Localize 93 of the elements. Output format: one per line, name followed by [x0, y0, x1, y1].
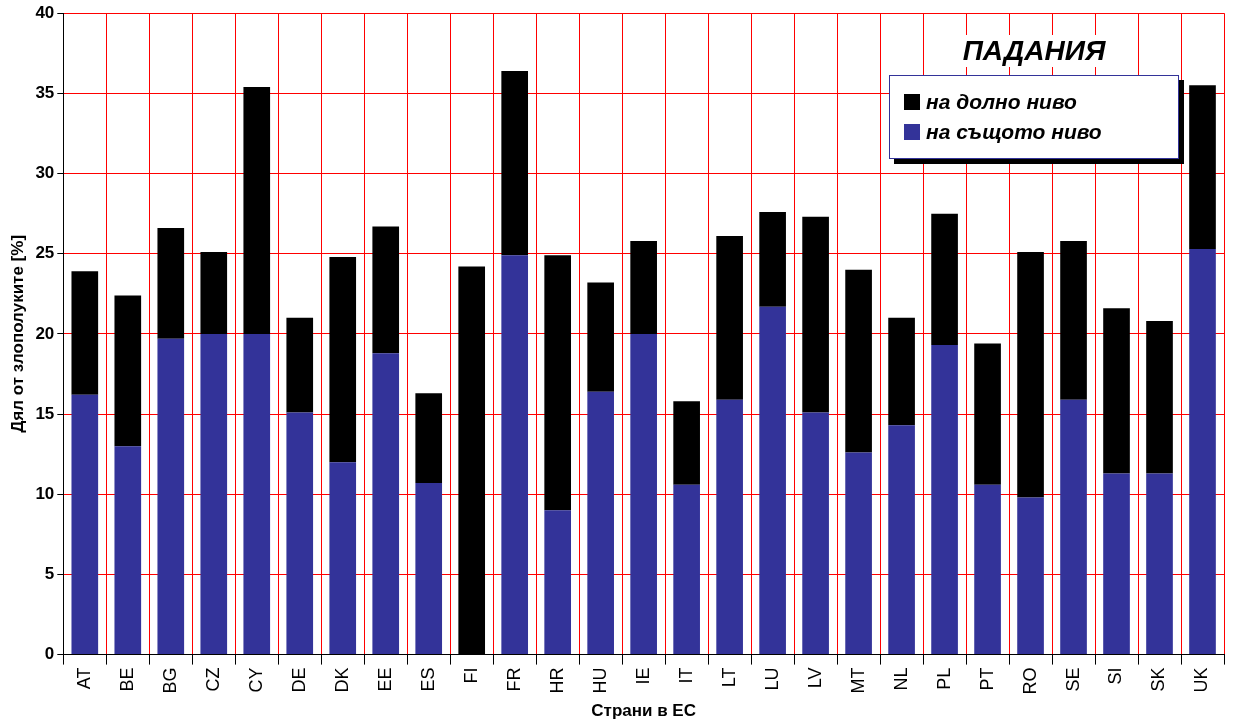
- y-tick-label: 20: [35, 323, 55, 343]
- x-tick-label: CY: [245, 667, 266, 693]
- bar: [329, 462, 357, 655]
- bar: [931, 213, 958, 346]
- bar: [587, 391, 614, 655]
- bar: [243, 333, 271, 655]
- x-tick-label: BG: [159, 667, 180, 694]
- bar: [802, 216, 829, 413]
- bar: [630, 333, 657, 655]
- bar: [1017, 252, 1044, 498]
- x-tick-label: RO: [1019, 667, 1040, 695]
- bar: [974, 484, 1001, 655]
- bar: [716, 399, 743, 655]
- x-tick-label: LU: [761, 667, 782, 691]
- bar: [630, 240, 657, 334]
- bar: [1146, 473, 1173, 655]
- bar: [544, 510, 571, 655]
- x-tick-label: PT: [976, 667, 997, 691]
- bar: [931, 345, 958, 655]
- legend-title: ПАДАНИЯ: [956, 35, 1112, 68]
- bar: [200, 252, 228, 334]
- bar: [1146, 321, 1173, 474]
- bar: [716, 236, 743, 400]
- y-tick-label: 15: [35, 403, 55, 423]
- bar: [1060, 240, 1087, 400]
- bar: [1189, 85, 1216, 249]
- x-tick-label: EE: [374, 667, 395, 692]
- bar: [372, 353, 400, 655]
- bar: [888, 425, 915, 655]
- bar: [587, 282, 614, 392]
- x-tick-label: ES: [417, 667, 438, 692]
- bar: [243, 86, 271, 334]
- x-tick-label: AT: [73, 667, 94, 690]
- x-tick-label: HU: [589, 667, 610, 694]
- bar: [1017, 497, 1044, 655]
- x-tick-label: LT: [718, 667, 739, 688]
- bar: [200, 333, 228, 655]
- bar: [415, 483, 443, 655]
- y-tick-label: 35: [35, 83, 55, 103]
- y-tick-label: 10: [35, 483, 55, 503]
- bar: [71, 271, 99, 395]
- bar: [1103, 308, 1130, 474]
- y-tick-label: 30: [35, 163, 55, 183]
- bar: [544, 255, 571, 511]
- bar: [114, 295, 142, 447]
- bar: [759, 212, 786, 307]
- x-axis-title: Страни в ЕС: [591, 701, 696, 721]
- bar: [1189, 248, 1216, 655]
- x-tick-label: FI: [460, 667, 481, 684]
- bar: [501, 255, 529, 655]
- bar: [845, 269, 872, 453]
- x-tick-label: LV: [804, 667, 825, 689]
- x-tick-label: BE: [116, 667, 137, 692]
- bar: [845, 452, 872, 655]
- bar: [71, 394, 99, 655]
- x-tick-label: NL: [890, 667, 911, 691]
- bar: [759, 306, 786, 655]
- bar: [286, 317, 314, 413]
- x-tick-label: SI: [1105, 667, 1126, 685]
- bar: [329, 256, 357, 463]
- bar: [888, 317, 915, 426]
- x-tick-label: SE: [1062, 667, 1083, 692]
- bar: [1103, 473, 1130, 655]
- bar: [157, 228, 185, 339]
- x-tick-label: UK: [1191, 667, 1212, 693]
- y-tick-label: 40: [35, 2, 55, 22]
- x-tick-label: IE: [632, 667, 653, 685]
- y-tick-label: 0: [44, 644, 55, 664]
- bar: [974, 343, 1001, 485]
- legend-label: на долно ниво: [926, 90, 1077, 115]
- x-tick-label: CZ: [202, 667, 223, 692]
- y-axis-title: Дял от злополуките [%]: [7, 234, 27, 433]
- x-tick-label: HR: [546, 667, 567, 694]
- y-tick-label: 25: [35, 243, 55, 263]
- legend-label: на същото ниво: [926, 120, 1102, 145]
- bar: [673, 484, 700, 655]
- x-tick-label: MT: [847, 667, 868, 694]
- bar: [501, 70, 529, 256]
- bar: [415, 393, 443, 484]
- bar: [286, 412, 314, 655]
- bar: [114, 446, 142, 655]
- bar: [802, 412, 829, 655]
- bar: [372, 226, 400, 354]
- x-tick-label: FR: [503, 667, 524, 692]
- bar: [157, 338, 185, 655]
- bar: [1060, 399, 1087, 655]
- y-tick-label: 5: [44, 564, 55, 584]
- x-tick-label: IT: [675, 667, 696, 684]
- x-tick-label: SK: [1148, 667, 1169, 692]
- x-tick-label: DE: [288, 667, 309, 693]
- x-tick-label: DK: [331, 667, 352, 693]
- x-tick-label: PL: [933, 667, 954, 690]
- bar: [673, 401, 700, 485]
